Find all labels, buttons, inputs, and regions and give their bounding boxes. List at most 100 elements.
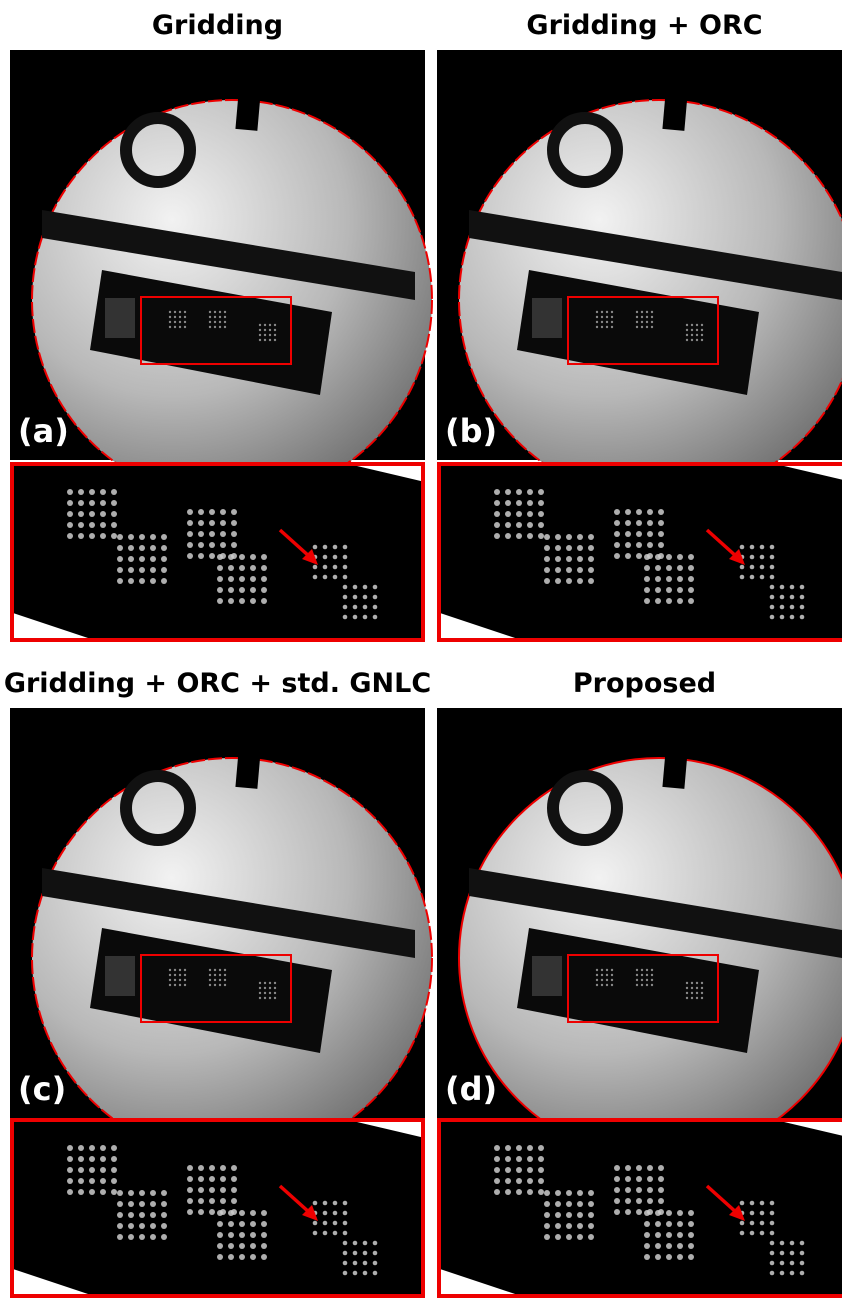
zoom-dot — [343, 545, 348, 550]
zoom-dot — [677, 576, 683, 582]
grid-dot — [179, 974, 181, 976]
zoom-dot — [323, 1231, 328, 1236]
grid-dot — [636, 974, 638, 976]
grid-dot — [259, 987, 261, 989]
grid-dot — [696, 982, 698, 984]
zoom-dot — [538, 1189, 544, 1195]
grid-dot — [209, 974, 211, 976]
grid-dot — [611, 969, 613, 971]
zoom-dot — [139, 556, 145, 562]
zoom-dot — [353, 1271, 358, 1276]
zoom-dot — [323, 555, 328, 560]
zoom-dot — [516, 1189, 522, 1195]
grid-dot — [169, 321, 171, 323]
grid-dot — [646, 969, 648, 971]
zoom-dot — [228, 554, 234, 560]
grid-dot — [184, 316, 186, 318]
zoom-dot — [527, 1145, 533, 1151]
zoom-dot — [655, 565, 661, 571]
grid-dot — [174, 326, 176, 328]
zoom-dot — [187, 520, 193, 526]
zoom-dot — [89, 1167, 95, 1173]
zoom-dot — [187, 1209, 193, 1215]
grid-dot — [651, 321, 653, 323]
zoom-dot — [655, 1254, 661, 1260]
grid-dot — [219, 316, 221, 318]
zoom-dot — [614, 542, 620, 548]
zoom-dot — [750, 1221, 755, 1226]
panel-title: Gridding + ORC + std. GNLC — [4, 668, 431, 699]
zoom-dot — [343, 1231, 348, 1236]
grid-dot — [696, 334, 698, 336]
zoom-dot — [353, 605, 358, 610]
zoom-dot — [89, 1178, 95, 1184]
zoom-dot — [217, 565, 223, 571]
grid-dot — [269, 339, 271, 341]
zoom-dot — [770, 1251, 775, 1256]
zoom-dot — [250, 1210, 256, 1216]
zoom-dot — [111, 533, 117, 539]
zoom-dot — [187, 553, 193, 559]
zoom-dot — [658, 1187, 664, 1193]
zoom-dot — [128, 1223, 134, 1229]
zoom-dot — [538, 533, 544, 539]
zoom-dot — [790, 595, 795, 600]
zoom-dot — [740, 565, 745, 570]
grid-dot — [209, 969, 211, 971]
zoom-dot — [343, 1261, 348, 1266]
panel-title: Gridding + ORC — [526, 10, 762, 41]
zoom-dot — [228, 1221, 234, 1227]
zoom-dot — [117, 567, 123, 573]
zoom-dot — [614, 553, 620, 559]
zoom-dot — [505, 533, 511, 539]
zoom-dot — [111, 1189, 117, 1195]
grid-dot — [646, 321, 648, 323]
mri-image: (d) — [437, 708, 842, 1158]
insert-block-small — [532, 298, 562, 338]
zoom-dot — [220, 1165, 226, 1171]
grid-dot — [259, 997, 261, 999]
zoom-dot — [577, 545, 583, 551]
zoom-dot — [67, 522, 73, 528]
zoom-dot — [555, 1190, 561, 1196]
grid-dot — [686, 324, 688, 326]
zoom-dot — [666, 1243, 672, 1249]
zoom-dot — [544, 1201, 550, 1207]
zoom-dot — [647, 1198, 653, 1204]
zoom-dot — [100, 1145, 106, 1151]
zoom-dot — [111, 1178, 117, 1184]
zoom-dot — [566, 578, 572, 584]
grid-dot — [696, 987, 698, 989]
panel-label: (b) — [445, 412, 497, 450]
grid-dot — [219, 969, 221, 971]
zoom-dot — [555, 578, 561, 584]
zoom-dot — [505, 1156, 511, 1162]
grid-dot — [184, 974, 186, 976]
grid-dot — [651, 969, 653, 971]
zoom-inset — [437, 462, 842, 642]
zoom-dot — [625, 1165, 631, 1171]
zoom-dot — [527, 489, 533, 495]
zoom-dot — [625, 1209, 631, 1215]
zoom-dot — [228, 576, 234, 582]
zoom-dot — [516, 522, 522, 528]
grid-dot — [209, 316, 211, 318]
zoom-dot — [67, 511, 73, 517]
zoom-dot — [625, 542, 631, 548]
zoom-dot — [128, 545, 134, 551]
zoom-dot — [209, 1187, 215, 1193]
zoom-dot — [239, 587, 245, 593]
zoom-dot — [128, 556, 134, 562]
zoom-dot — [187, 542, 193, 548]
zoom-dot — [128, 1201, 134, 1207]
grid-dot — [701, 334, 703, 336]
zoom-dot — [527, 522, 533, 528]
grid-dot — [696, 992, 698, 994]
panel-title: Gridding — [152, 10, 283, 41]
grid-dot — [596, 979, 598, 981]
zoom-dot — [333, 575, 338, 580]
zoom-dot — [117, 1212, 123, 1218]
zoom-dot — [750, 1231, 755, 1236]
zoom-dot — [505, 1189, 511, 1195]
zoom-dot — [740, 1231, 745, 1236]
